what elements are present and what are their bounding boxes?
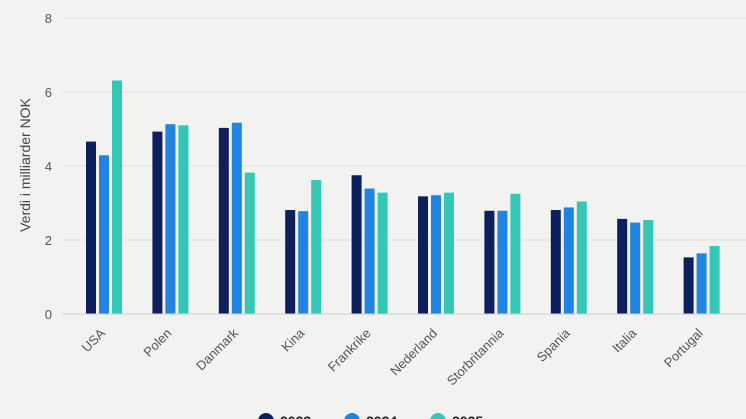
x-tick-label: Kina xyxy=(278,325,308,355)
y-tick-label: 0 xyxy=(45,307,52,322)
bar-2025-Storbritannia xyxy=(510,193,521,314)
bar-2024-Frankrike xyxy=(364,188,375,314)
bar-2024-Nederland xyxy=(431,195,441,314)
bars xyxy=(86,80,720,315)
bar-2024-USA xyxy=(99,155,109,314)
y-axis-ticks: 0 2 4 6 8 xyxy=(45,11,52,322)
x-tick-label: Italia xyxy=(609,325,640,356)
y-tick-label: 8 xyxy=(45,11,52,26)
legend-marker-2025 xyxy=(430,413,446,419)
y-axis-title: Verdi i milliarder NOK xyxy=(17,97,33,231)
legend-label: 2024 xyxy=(366,413,397,419)
bar-2025-USA xyxy=(112,80,122,314)
x-tick-label: Storbritannia xyxy=(444,325,507,388)
bar-2024-Kina xyxy=(298,211,309,314)
x-axis-ticks: USA Polen Danmark Kina Frankrike Nederland Sto… xyxy=(79,325,706,388)
bar-2025-Polen xyxy=(178,125,189,314)
x-tick-label: Spania xyxy=(534,325,574,365)
bar-2025-Danmark xyxy=(244,172,255,314)
x-tick-label: Nederland xyxy=(387,326,440,379)
x-tick-label: Frankrike xyxy=(325,326,374,375)
bar-2023-Italia xyxy=(617,218,628,314)
bar-2023-Polen xyxy=(152,131,163,314)
bar-2025-Frankrike xyxy=(377,192,388,314)
bar-2024-Portugal xyxy=(696,253,707,314)
legend-label: 2025 xyxy=(452,413,483,419)
bar-2025-Kina xyxy=(311,180,322,314)
y-tick-label: 2 xyxy=(45,233,52,248)
legend-marker-2024 xyxy=(344,413,360,419)
bar-2025-Italia xyxy=(643,220,654,314)
legend-marker-2023 xyxy=(258,413,274,419)
bar-2025-Spania xyxy=(576,201,587,314)
bar-2023-Frankrike xyxy=(351,175,362,314)
y-tick-label: 6 xyxy=(45,85,52,100)
bar-2024-Spania xyxy=(563,207,574,314)
bar-2024-Storbritannia xyxy=(497,210,508,314)
bar-2023-Spania xyxy=(550,210,561,314)
legend-label: 2023 xyxy=(280,413,311,419)
bar-2023-Kina xyxy=(285,210,296,314)
bar-2025-Nederland xyxy=(444,192,454,314)
bar-2024-Danmark xyxy=(231,122,242,315)
x-tick-label: Portugal xyxy=(661,325,706,370)
x-tick-label: Polen xyxy=(140,326,174,360)
bar-2023-Danmark xyxy=(218,127,229,314)
x-tick-label: USA xyxy=(79,325,109,355)
bar-2024-Polen xyxy=(165,124,176,314)
bar-2023-Storbritannia xyxy=(484,210,495,314)
bar-2025-Portugal xyxy=(709,245,720,314)
bar-2023-USA xyxy=(86,141,96,314)
y-tick-label: 4 xyxy=(45,159,52,174)
bar-2024-Italia xyxy=(630,222,641,314)
bar-2023-Portugal xyxy=(683,257,694,314)
gridlines xyxy=(62,17,746,241)
x-tick-label: Danmark xyxy=(193,325,241,373)
legend: 2023 2024 2025 xyxy=(258,413,483,419)
bar-2023-Nederland xyxy=(418,196,428,314)
